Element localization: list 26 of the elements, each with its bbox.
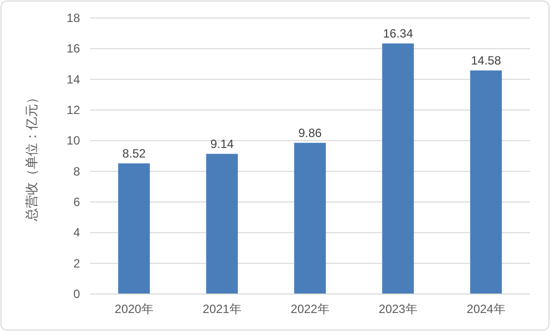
bar — [118, 163, 150, 294]
y-tick-label: 18 — [66, 11, 80, 25]
data-label: 16.34 — [382, 26, 414, 40]
x-tick-label: 2023年 — [378, 302, 418, 316]
y-tick-label: 0 — [73, 287, 80, 301]
y-axis-title: 总营收（单位：亿元） — [25, 91, 40, 222]
x-tick-label: 2021年 — [202, 302, 242, 316]
x-tick-label: 2022年 — [290, 302, 330, 316]
y-tick-label: 8 — [73, 164, 80, 178]
x-tick-label: 2020年 — [114, 302, 154, 316]
y-tick-label: 12 — [66, 103, 80, 117]
y-tick-label: 10 — [66, 134, 80, 148]
bar — [206, 154, 238, 294]
y-tick-label: 2 — [73, 256, 80, 270]
bar — [294, 142, 326, 294]
y-tick-label: 4 — [73, 226, 80, 240]
data-label: 9.86 — [298, 126, 322, 140]
y-tick-label: 14 — [66, 72, 80, 86]
bar — [382, 43, 414, 294]
bar — [470, 70, 502, 294]
data-label: 9.14 — [210, 136, 234, 151]
data-label: 8.52 — [122, 146, 146, 160]
x-tick-label: 2024年 — [466, 302, 506, 316]
y-tick-label: 6 — [73, 195, 80, 209]
y-tick-label: 16 — [66, 42, 80, 56]
data-label: 14.58 — [470, 53, 502, 68]
